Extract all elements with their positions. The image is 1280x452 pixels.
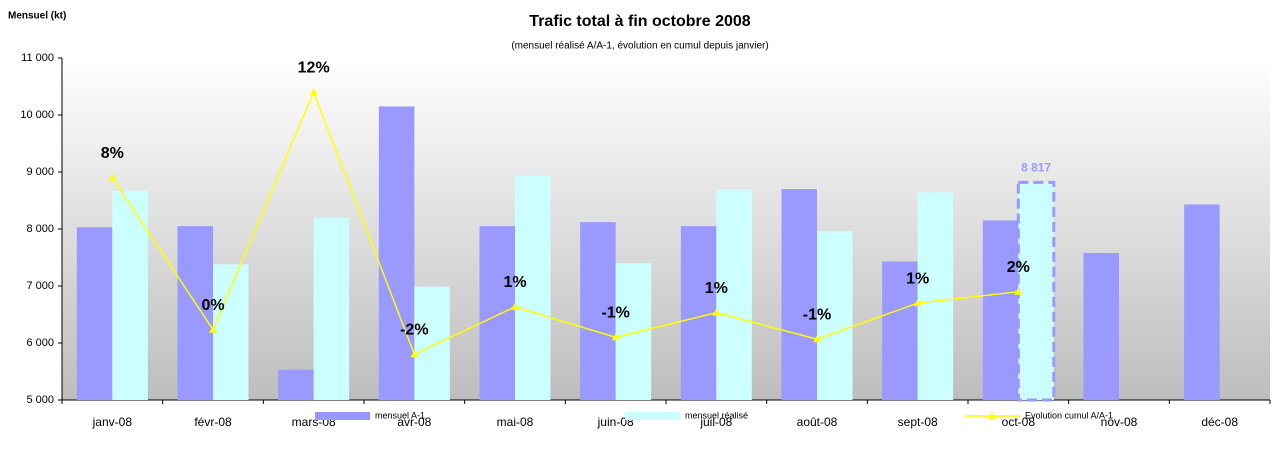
value-label: 12%: [298, 59, 330, 76]
bar: [580, 222, 616, 400]
legend-label: Evolution cumul A/A-1: [1025, 410, 1113, 420]
bar: [213, 264, 249, 400]
y-tick-label: 10 000: [20, 109, 54, 121]
marker: [611, 333, 620, 341]
value-label: 8%: [101, 145, 124, 162]
bar: [313, 217, 350, 400]
marker: [813, 335, 821, 343]
marker: [511, 302, 519, 310]
value-label: -2%: [400, 322, 428, 339]
y-tick-label: 11 000: [21, 52, 54, 64]
marker: [108, 173, 117, 181]
legend-marker: [988, 412, 996, 419]
value-label: 1%: [503, 274, 526, 291]
x-tick-label: avr-08: [397, 415, 431, 429]
marker: [410, 350, 419, 358]
bar: [378, 106, 415, 400]
x-tick-label: août-08: [797, 415, 838, 429]
value-label: -1%: [601, 305, 629, 322]
chart-subtitle: (mensuel réalisé A/A-1, évolution en cum…: [511, 41, 768, 52]
x-tick-label: juin-08: [597, 415, 634, 429]
bar: [817, 231, 853, 400]
marker: [1014, 287, 1023, 295]
value-label: -1%: [803, 306, 831, 323]
bar: [1083, 252, 1119, 400]
legend-swatch: [625, 412, 680, 420]
bar: [615, 263, 652, 400]
value-label: 8 817: [1021, 161, 1051, 175]
bar: [112, 190, 148, 400]
bar: [917, 192, 954, 400]
y-axis-label: Mensuel (kt): [8, 11, 66, 22]
bar: [76, 227, 113, 400]
chart-title: Trafic total à fin octobre 2008: [529, 13, 751, 30]
legend-swatch: [315, 412, 370, 420]
y-tick-label: 7 000: [26, 280, 54, 292]
marker: [712, 308, 721, 316]
bar: [781, 189, 817, 400]
y-tick-label: 5 000: [26, 394, 54, 406]
bar: [716, 189, 752, 400]
y-tick-label: 8 000: [26, 223, 54, 235]
bar: [515, 175, 551, 400]
x-tick-label: mai-08: [497, 415, 534, 429]
x-tick-label: sept-08: [898, 415, 938, 429]
x-tick-label: févr-08: [194, 415, 232, 429]
bar: [479, 226, 515, 400]
bar: [1016, 180, 1056, 402]
bar: [414, 286, 450, 400]
marker: [209, 325, 217, 333]
bar: [680, 226, 717, 400]
y-tick-label: 6 000: [26, 337, 54, 349]
value-label: 1%: [906, 270, 929, 287]
y-tick-label: 9 000: [26, 166, 54, 178]
x-tick-label: juil-08: [699, 415, 732, 429]
bar: [177, 226, 213, 400]
plot-area: [62, 58, 1270, 400]
line: [111, 90, 1019, 356]
x-tick-label: oct-08: [1002, 415, 1036, 429]
value-label: 1%: [705, 280, 728, 297]
marker: [309, 88, 318, 96]
legend-label: mensuel réalisé: [685, 410, 748, 420]
bar: [882, 261, 918, 400]
legend-label: mensuel A-1: [375, 410, 425, 420]
bar: [1184, 204, 1220, 400]
x-tick-label: déc-08: [1201, 415, 1238, 429]
value-label: 2%: [1007, 259, 1030, 276]
bar: [982, 220, 1019, 400]
marker: [913, 299, 922, 307]
bar: [278, 369, 314, 400]
x-tick-label: nov-08: [1101, 415, 1138, 429]
value-label: 0%: [201, 297, 224, 314]
x-tick-label: janv-08: [92, 415, 133, 429]
